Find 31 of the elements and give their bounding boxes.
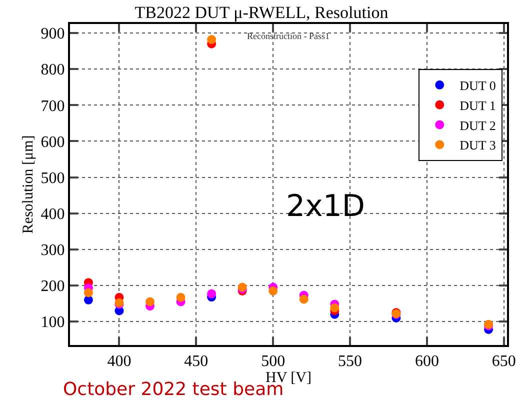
legend-label: DUT 0	[460, 78, 496, 93]
point	[207, 289, 216, 298]
point	[176, 292, 186, 302]
y-tick-label: 900	[40, 26, 65, 43]
y-tick-label: 200	[40, 278, 65, 296]
y-tick-label: 800	[40, 62, 65, 79]
point	[84, 288, 93, 298]
annotation: Reconstruction - Pass1	[247, 31, 330, 41]
y-tick-label: 300	[40, 242, 65, 260]
annotation: 2x1D	[286, 189, 366, 224]
point	[207, 35, 216, 44]
legend-label: DUT 1	[460, 98, 496, 113]
chart-title: TB2022 DUT μ-RWELL, Resolution	[134, 3, 389, 22]
y-tick-label: 600	[40, 134, 65, 151]
y-axis-title: Resolution [μm]	[20, 135, 37, 234]
y-tick-label: 500	[40, 170, 65, 187]
legend-label: DUT 2	[460, 118, 496, 133]
x-tick-label: 600	[414, 353, 439, 370]
x-tick-label: 650	[492, 353, 516, 370]
x-tick-label: 450	[184, 353, 208, 370]
legend-label: DUT 3	[460, 138, 496, 153]
point	[146, 297, 155, 306]
point	[268, 286, 278, 296]
y-tick-label: 100	[40, 314, 65, 332]
y-tick-label: 700	[40, 98, 65, 115]
point	[330, 303, 340, 312]
y-tick-label: 400	[40, 206, 65, 223]
x-tick-label: 400	[107, 353, 132, 370]
x-tick-label: 550	[338, 353, 362, 370]
x-tick-label: 500	[261, 353, 286, 370]
point	[299, 294, 308, 304]
